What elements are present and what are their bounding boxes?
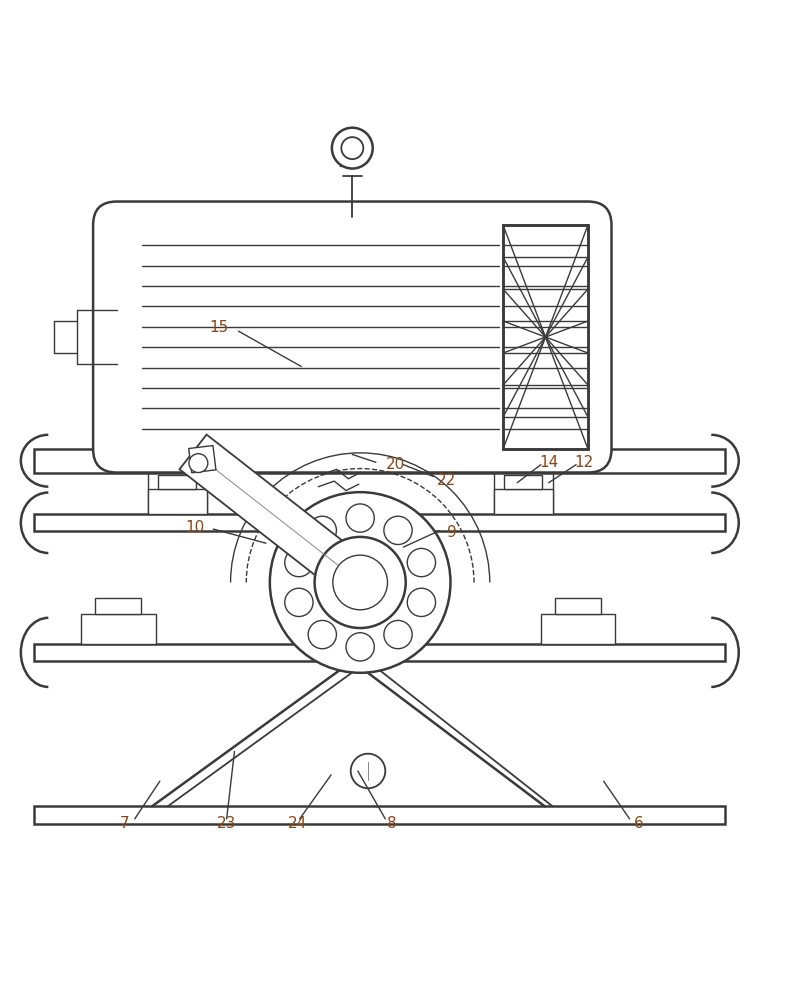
Circle shape (350, 754, 385, 788)
Circle shape (407, 588, 436, 617)
Bar (503, 225, 588, 449)
Bar (503, 225, 588, 449)
Circle shape (285, 548, 313, 577)
Circle shape (315, 537, 406, 628)
Text: 6: 6 (634, 816, 644, 831)
Text: 23: 23 (217, 816, 237, 831)
Bar (504, 475, 542, 489)
Text: 10: 10 (186, 520, 205, 535)
Text: 7: 7 (119, 816, 130, 831)
Circle shape (346, 504, 374, 532)
Bar (81, 614, 156, 644)
Bar (148, 489, 207, 514)
Circle shape (270, 492, 451, 673)
Polygon shape (189, 446, 216, 473)
Circle shape (285, 588, 313, 617)
Text: 12: 12 (574, 455, 593, 470)
Text: 8: 8 (387, 816, 396, 831)
Circle shape (332, 128, 373, 169)
Text: 15: 15 (209, 320, 229, 335)
Bar (555, 598, 600, 614)
Circle shape (333, 555, 388, 610)
Text: 14: 14 (539, 455, 558, 470)
Bar (34, 514, 725, 531)
Circle shape (384, 516, 412, 545)
Text: 22: 22 (437, 473, 456, 488)
Circle shape (407, 548, 436, 577)
Bar (494, 489, 553, 514)
Circle shape (341, 137, 363, 159)
FancyBboxPatch shape (93, 202, 611, 473)
Text: 24: 24 (288, 816, 307, 831)
Circle shape (189, 454, 208, 473)
Polygon shape (180, 435, 356, 586)
Bar (158, 475, 196, 489)
Bar (34, 644, 725, 661)
Circle shape (308, 620, 336, 649)
Circle shape (308, 516, 336, 545)
Circle shape (384, 620, 412, 649)
Bar (34, 449, 725, 473)
Bar (34, 806, 725, 824)
Text: 9: 9 (447, 525, 457, 540)
Bar (96, 598, 141, 614)
Bar (541, 614, 615, 644)
Text: 20: 20 (386, 457, 405, 472)
Circle shape (346, 633, 374, 661)
